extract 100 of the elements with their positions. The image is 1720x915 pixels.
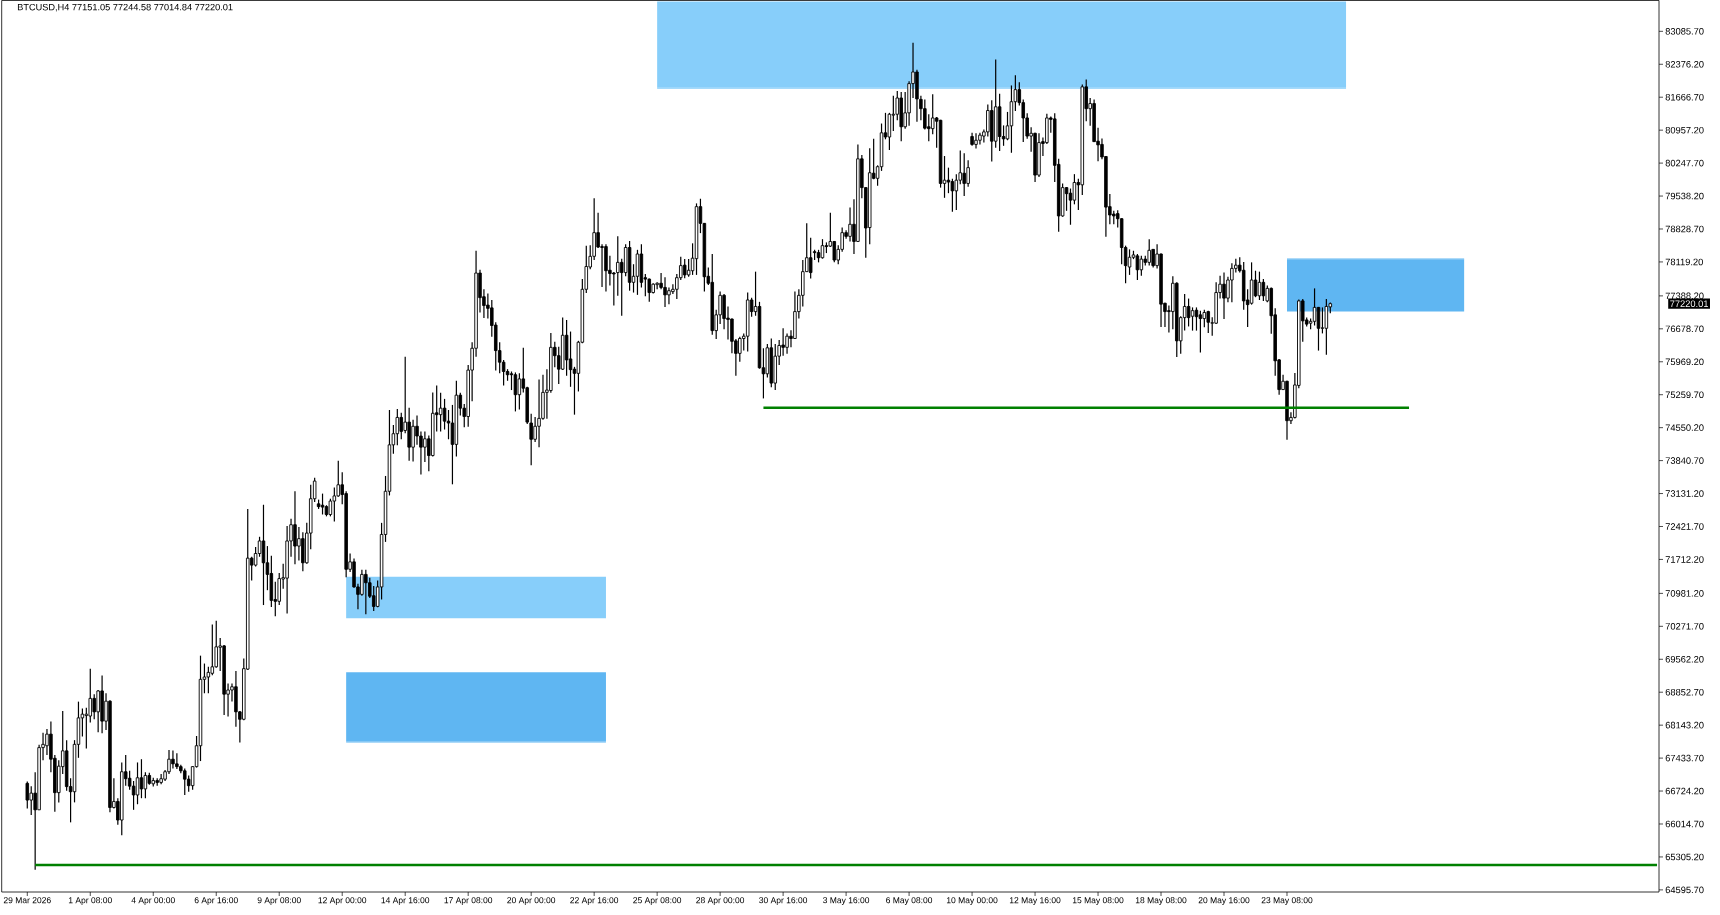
y-tick-label: 67433.70 [1665,754,1704,762]
y-tick-label: 80247.70 [1665,159,1704,167]
candlestick [509,370,514,391]
candlestick [332,486,337,523]
y-tick-label: 73131.20 [1665,490,1704,497]
y-tick-label: 75259.70 [1665,391,1704,399]
candlestick [1190,306,1195,332]
x-tick-label: 20 May 16:00 [1198,897,1250,905]
x-tick-label: 28 Apr 00:00 [696,897,745,905]
y-tick-label: 82376.20 [1665,60,1704,68]
x-tick-label: 10 May 00:00 [946,897,998,905]
candlestick [96,689,100,733]
candlestick [411,419,415,463]
x-tick-label: 18 May 08:00 [1135,897,1187,905]
candlestick [1312,287,1317,327]
candlestick [537,378,541,448]
y-tick-label: 83085.70 [1665,28,1704,35]
x-tick-label: 30 Apr 16:00 [759,897,808,905]
x-tick-label: 4 Apr 00:00 [131,897,175,905]
y-tick-label: 81666.70 [1665,93,1704,101]
candlestick [139,758,144,799]
candlestick [25,780,30,810]
y-tick-label: 68143.20 [1665,721,1704,729]
candlestick [175,752,179,770]
candlestick [974,132,978,150]
y-tick-label: 80957.20 [1665,126,1704,134]
x-tick-label: 14 Apr 16:00 [381,897,430,905]
candlestick [1257,271,1262,301]
candlestick [45,728,49,756]
candlestick [1320,306,1325,335]
candlestick [438,392,443,432]
candlestick [663,276,667,308]
candlestick [371,585,376,612]
y-tick-label: 68852.70 [1665,688,1704,696]
candlestick [635,249,640,296]
x-tick-label: 1 Apr 08:00 [68,897,112,905]
candlestick [1135,253,1140,281]
candlestick [131,780,136,811]
y-tick-label: 74550.20 [1665,424,1704,431]
candlestick [29,785,33,816]
y-tick-label: 75969.20 [1665,358,1704,366]
x-tick-label: 20 Apr 00:00 [507,897,556,905]
x-tick-label: 15 May 08:00 [1072,897,1124,905]
text: 77220.01 [1670,300,1709,307]
y-tick-label: 72421.70 [1665,523,1704,530]
candlestick [364,569,368,615]
candlestick [655,281,659,290]
candlestick [1147,238,1151,267]
candlestick [682,258,687,279]
candlestick [183,767,187,796]
y-tick-label: 78828.70 [1665,225,1704,233]
x-tick-label: 23 May 08:00 [1261,897,1313,905]
candlestick [808,237,813,280]
y-tick-label: 65305.20 [1665,853,1704,861]
x-tick-label: 17 Apr 08:00 [444,897,493,905]
candlestick [206,666,211,694]
candlestick [962,152,966,197]
candlestick [171,749,175,770]
candlestick [297,526,301,562]
y-tick-label: 70981.20 [1665,590,1704,597]
x-tick-label: 25 Apr 08:00 [633,897,682,905]
y-tick-label: 79538.20 [1665,192,1704,200]
candlestick [1222,271,1226,320]
candlestick [513,371,518,413]
x-tick-label: 12 Apr 00:00 [318,897,367,905]
candlestick [135,761,140,805]
chart-title: BTCUSD,H4 77151.05 77244.58 77014.84 77220.01 [17,3,233,12]
candlestick [616,235,620,297]
x-tick-label: 22 Apr 16:00 [570,897,619,905]
y-tick-label: 78119.20 [1665,258,1703,266]
candlestick [785,332,789,355]
candlestick [954,173,959,211]
candlestick [887,112,892,151]
y-tick-label: 76678.70 [1665,325,1704,333]
x-tick-label: 6 May 08:00 [886,897,933,905]
candlestick [946,167,951,194]
y-tick-label: 66724.20 [1665,787,1704,795]
candlestick [1249,261,1254,306]
candlestick [667,286,671,305]
candlestick [517,372,522,411]
candlestick [1186,297,1191,328]
candlestick [423,430,427,463]
y-tick-label: 64595.70 [1665,886,1704,894]
candlestick [1127,248,1132,276]
candlestick [568,330,573,388]
candlestick [399,412,404,440]
y-tick-label: 70271.70 [1665,623,1704,630]
y-tick-label: 71712.20 [1665,556,1704,563]
candlestick [293,490,297,565]
y-tick-label: 73840.70 [1665,457,1704,464]
y-tick-label: 77388.20 [1665,292,1704,300]
candlestick [832,240,837,263]
x-tick-label: 3 May 16:00 [823,897,870,905]
candlestick [848,206,852,243]
y-tick-label: 69562.20 [1665,655,1704,663]
x-tick-label: 6 Apr 16:00 [194,897,238,905]
x-tick-label: 9 Apr 08:00 [257,897,301,905]
candlestick [1230,262,1234,303]
candlestick [92,693,96,720]
x-tick-label: 29 Mar 2026 [3,897,51,904]
